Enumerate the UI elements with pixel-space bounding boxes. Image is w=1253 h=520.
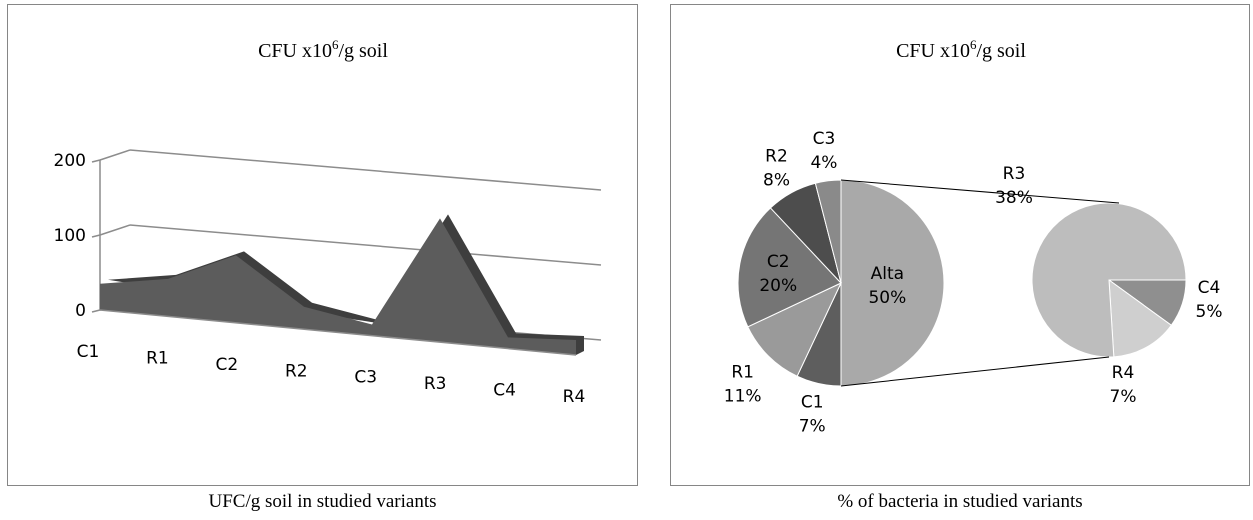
gridline-depth	[99, 149, 131, 161]
pie-label-r2: R2 8%	[763, 147, 790, 191]
y-tick-mark	[91, 159, 101, 163]
gridline	[129, 149, 602, 191]
x-axis-line	[99, 309, 577, 356]
pie-slice-alta	[840, 179, 945, 387]
pie-label-alta: Alta 50%	[868, 264, 906, 308]
sub-pie-label-r3: R3 38%	[995, 164, 1033, 208]
gridline	[129, 224, 602, 266]
pie-chart-title: CFU x106/g soil	[896, 37, 1026, 62]
x-tick-label-c3: C3	[354, 368, 377, 388]
area-series	[100, 218, 576, 355]
x-tick-label-c4: C4	[493, 381, 516, 401]
x-tick-label-r3: R3	[424, 374, 447, 394]
x-tick-label-r1: R1	[146, 348, 169, 368]
y-tick-label: 0	[75, 301, 86, 321]
y-tick-mark	[91, 309, 101, 313]
x-tick-label-c2: C2	[216, 355, 239, 375]
area-chart: CFU x106/g soil 0 100 200 C1 R1 C2 R2 C3 R3 C4 R4	[54, 37, 602, 407]
area-chart-title: CFU x106/g soil	[258, 37, 388, 62]
sub-pie-label-r4: R4 7%	[1110, 363, 1137, 407]
y-tick-label: 200	[54, 151, 86, 171]
pie-chart-panel: CFU x106/g soil Alta 50% C1 7% R1 11% C2 20% R2 8…	[670, 4, 1250, 486]
pie-label-c3: C3 4%	[810, 129, 837, 173]
sub-pie-label-c4: C4 5%	[1196, 278, 1223, 322]
sub-pie-slice-r4	[1108, 278, 1172, 358]
pie-slice-r1	[747, 281, 843, 377]
pie-label-c1: C1 7%	[799, 393, 826, 437]
pie-of-pie-chart: CFU x106/g soil Alta 50% C1 7% R1 11% C2 20% R2 8…	[724, 37, 1223, 437]
pie-chart-caption: % of bacteria in studied variants	[837, 491, 1083, 512]
connector-line-bottom	[840, 356, 1110, 387]
area-chart-panel: CFU x106/g soil 0 100 200 C1 R1 C2 R2 C3 R3 C4 R4	[7, 4, 638, 486]
pie-label-c2: C2 20%	[759, 252, 797, 296]
gridline-depth	[99, 224, 131, 236]
sub-pie-slice-r3	[1031, 202, 1187, 358]
x-tick-label-c1: C1	[77, 342, 100, 362]
pie-label-r1: R1 11%	[724, 362, 762, 406]
x-tick-label-r2: R2	[285, 361, 308, 381]
area-chart-caption: UFC/g soil in studied variants	[208, 491, 437, 512]
y-tick-label: 100	[54, 226, 86, 246]
connector-line-top	[840, 179, 1120, 204]
pie-slice-c3	[814, 179, 842, 284]
pie-slice-c2	[737, 207, 842, 328]
y-tick-mark	[91, 234, 101, 238]
x-tick-label-r4: R4	[563, 387, 586, 407]
